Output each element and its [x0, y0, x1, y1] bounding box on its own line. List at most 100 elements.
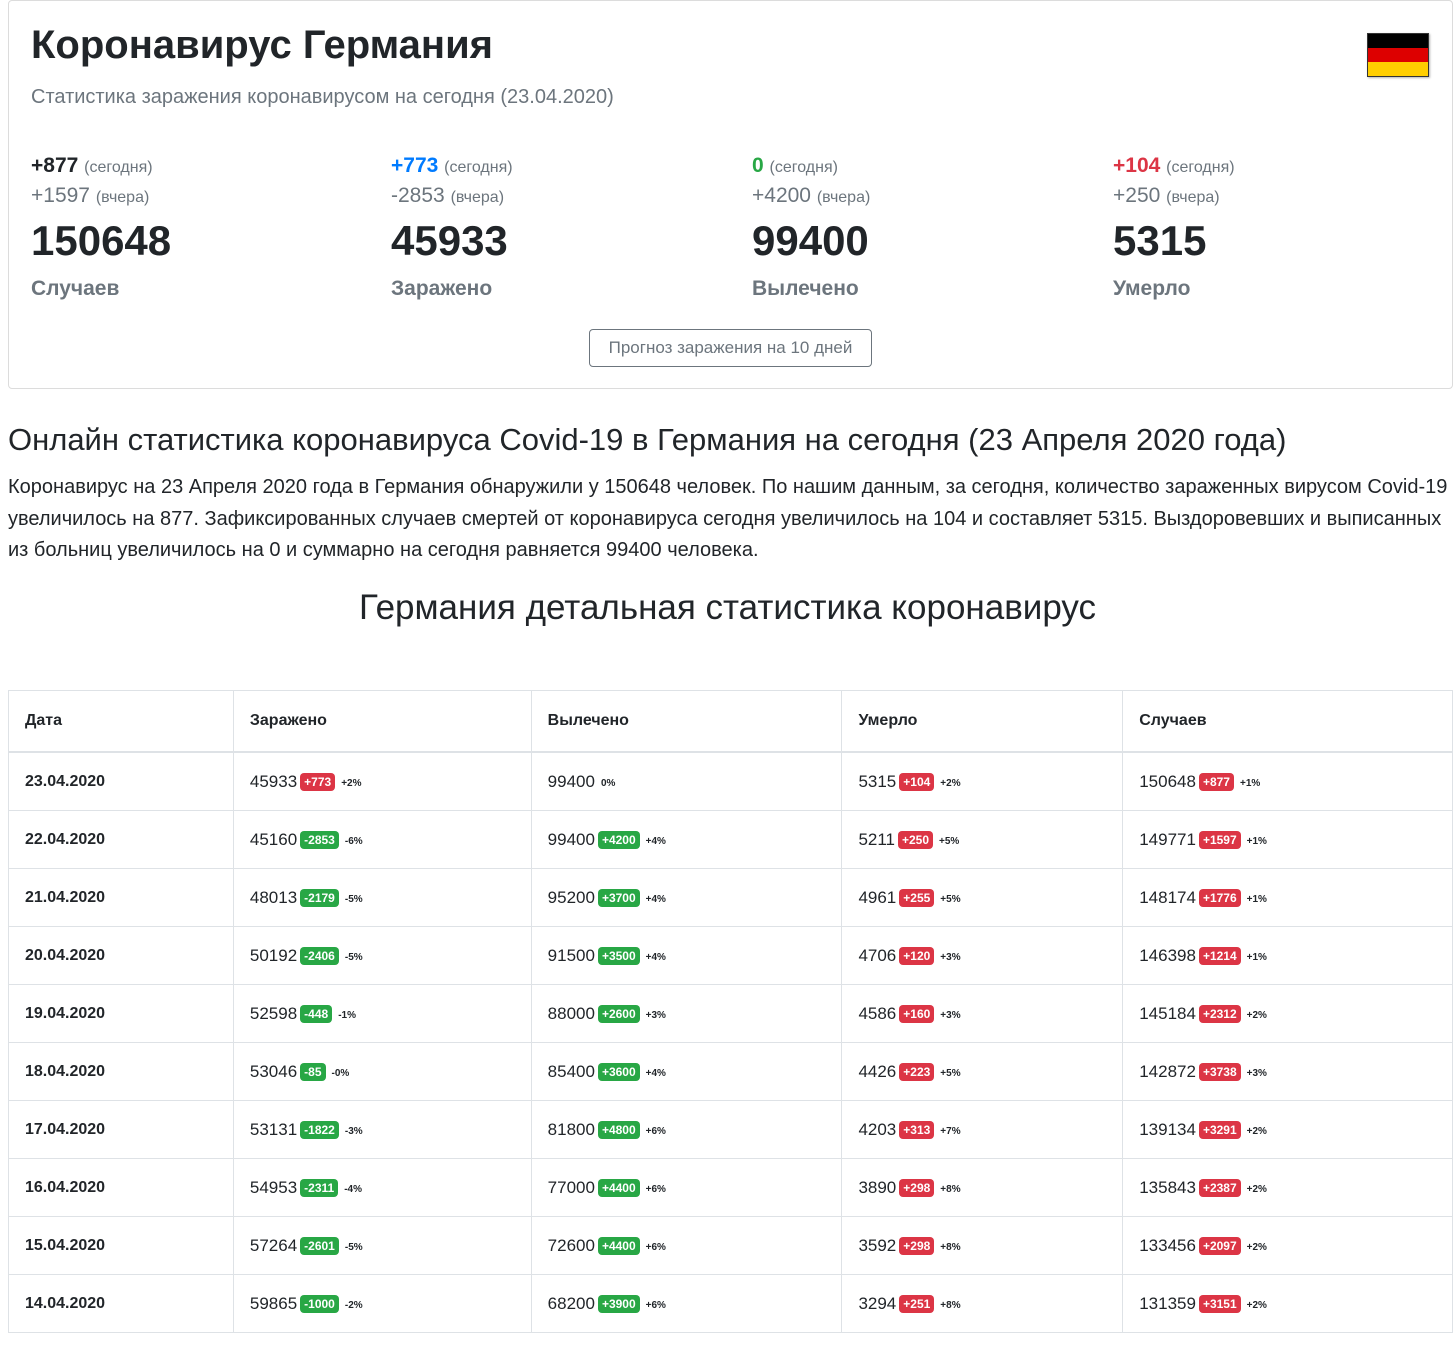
- stat-yesterday-label: (вчера): [95, 189, 150, 206]
- stat-label: Заражено: [391, 277, 493, 300]
- deaths-percent: +5%: [939, 835, 960, 847]
- cases-value: 133456: [1139, 1235, 1196, 1255]
- cases-delta-badge: +2097: [1198, 1236, 1241, 1255]
- infected-percent: -1%: [338, 1009, 356, 1021]
- recovered-percent: 0%: [600, 777, 616, 789]
- cell-recovered: 77000 +4400 +6%: [530, 1158, 843, 1217]
- cases-delta-badge: +2312: [1198, 1004, 1241, 1023]
- column-header-cases[interactable]: Случаев: [1122, 690, 1453, 753]
- recovered-percent: +6%: [645, 1241, 666, 1253]
- table-header-row: Дата Заражено Вылечено Умерло Случаев: [8, 690, 1453, 753]
- infected-delta-badge: -2311: [300, 1178, 339, 1197]
- infected-delta-badge: -448: [300, 1004, 333, 1023]
- deaths-percent: +7%: [940, 1125, 961, 1137]
- infected-percent: -0%: [331, 1067, 350, 1079]
- recovered-delta-badge: +3900: [597, 1294, 640, 1313]
- infected-percent: -2%: [344, 1299, 363, 1311]
- infected-value: 52598: [249, 1003, 298, 1023]
- infected-value: 45933: [249, 771, 298, 791]
- column-header-infected[interactable]: Заражено: [232, 690, 532, 753]
- cell-date: 20.04.2020: [8, 926, 234, 985]
- stat-yesterday: +4200 (вчера): [752, 181, 1092, 211]
- cases-value: 149771: [1139, 829, 1196, 849]
- cases-percent: +1%: [1246, 893, 1267, 905]
- stat-recovered: 0 (сегодня) +4200 (вчера) 99400 Вылечено: [752, 151, 1092, 301]
- cases-delta-badge: +877: [1198, 772, 1234, 791]
- cell-date: 22.04.2020: [8, 810, 234, 869]
- table-row: 14.04.2020 59865 -1000 -2% 68200 +3900 +6% 3294…: [8, 1274, 1453, 1333]
- table-row: 18.04.2020 53046 -85 -0% 85400 +3600 +4% 4426 +2…: [8, 1042, 1453, 1101]
- infected-percent: -5%: [344, 893, 363, 905]
- recovered-delta-badge: +3700: [597, 888, 640, 907]
- column-header-date[interactable]: Дата: [8, 690, 234, 753]
- cell-cases: 145184 +2312 +2%: [1122, 984, 1453, 1043]
- cases-delta-badge: +3291: [1198, 1120, 1241, 1139]
- column-header-recovered[interactable]: Вылечено: [530, 690, 843, 753]
- infected-percent: -6%: [344, 835, 363, 847]
- cases-value: 148174: [1139, 887, 1196, 907]
- cases-percent: +1%: [1246, 835, 1267, 847]
- table-row: 19.04.2020 52598 -448 -1% 88000 +2600 +3% 4586 +…: [8, 984, 1453, 1043]
- cases-delta-badge: +1214: [1198, 946, 1241, 965]
- cell-deaths: 4203 +313 +7%: [841, 1100, 1124, 1159]
- cell-cases: 131359 +3151 +2%: [1122, 1274, 1453, 1333]
- cell-date: 15.04.2020: [8, 1216, 234, 1275]
- cell-recovered: 88000 +2600 +3%: [530, 984, 843, 1043]
- infected-delta-badge: -2179: [300, 888, 339, 907]
- cell-date: 18.04.2020: [8, 1042, 234, 1101]
- infected-value: 50192: [249, 945, 298, 965]
- cell-recovered: 99400 +4200 +4%: [530, 810, 843, 869]
- deaths-delta-badge: +160: [899, 1004, 935, 1023]
- cell-infected: 48013 -2179 -5%: [232, 868, 532, 927]
- cell-cases: 148174 +1776 +1%: [1122, 868, 1453, 927]
- deaths-value: 3890: [858, 1177, 897, 1197]
- deaths-value: 4706: [858, 945, 897, 965]
- cell-deaths: 3890 +298 +8%: [841, 1158, 1124, 1217]
- stat-yesterday: +250 (вчера): [1113, 181, 1453, 211]
- cell-date: 21.04.2020: [8, 868, 234, 927]
- infected-value: 45160: [249, 829, 298, 849]
- cases-percent: +2%: [1246, 1125, 1267, 1137]
- cell-date: 19.04.2020: [8, 984, 234, 1043]
- infected-value: 48013: [249, 887, 298, 907]
- stat-today-label: (сегодня): [444, 159, 513, 176]
- recovered-value: 77000: [547, 1177, 595, 1197]
- cell-infected: 52598 -448 -1%: [232, 984, 532, 1043]
- recovered-value: 95200: [547, 887, 595, 907]
- stat-yesterday: +1597 (вчера): [31, 181, 371, 211]
- recovered-value: 88000: [547, 1003, 595, 1023]
- cell-cases: 150648 +877 +1%: [1122, 751, 1453, 811]
- cases-percent: +3%: [1246, 1067, 1267, 1079]
- deaths-percent: +8%: [940, 1183, 961, 1195]
- recovered-percent: +4%: [645, 893, 666, 905]
- cell-deaths: 4961 +255 +5%: [841, 868, 1124, 927]
- table-row: 16.04.2020 54953 -2311 -4% 77000 +4400 +6% 3890…: [8, 1158, 1453, 1217]
- cases-percent: +1%: [1239, 777, 1261, 789]
- cell-cases: 139134 +3291 +2%: [1122, 1100, 1453, 1159]
- stat-total: 45933: [391, 217, 508, 264]
- cell-recovered: 72600 +4400 +6%: [530, 1216, 843, 1275]
- cases-value: 142872: [1139, 1061, 1196, 1081]
- forecast-button[interactable]: Прогноз заражения на 10 дней: [589, 329, 872, 367]
- deaths-delta-badge: +223: [899, 1062, 935, 1081]
- deaths-value: 3294: [858, 1293, 897, 1313]
- stat-cases: +877 (сегодня) +1597 (вчера) 150648 Случ…: [31, 151, 371, 301]
- stat-label: Вылечено: [752, 277, 859, 300]
- recovered-delta-badge: +4400: [597, 1236, 640, 1255]
- recovered-percent: +3%: [645, 1009, 666, 1021]
- cases-value: 131359: [1139, 1293, 1196, 1313]
- deaths-delta-badge: +298: [899, 1236, 935, 1255]
- cell-cases: 146398 +1214 +1%: [1122, 926, 1453, 985]
- recovered-delta-badge: +4400: [597, 1178, 640, 1197]
- table-row: 21.04.2020 48013 -2179 -5% 95200 +3700 +4% 4961…: [8, 868, 1453, 927]
- cell-recovered: 95200 +3700 +4%: [530, 868, 843, 927]
- column-header-deaths[interactable]: Умерло: [841, 690, 1124, 753]
- cell-infected: 45933 +773 +2%: [232, 751, 532, 811]
- cell-deaths: 5315 +104 +2%: [841, 751, 1124, 811]
- cell-recovered: 91500 +3500 +4%: [530, 926, 843, 985]
- stat-total: 150648: [31, 217, 172, 264]
- cases-percent: +2%: [1246, 1183, 1267, 1195]
- cases-delta-badge: +1597: [1198, 830, 1241, 849]
- table-row: 23.04.2020 45933 +773 +2% 99400 0% 5315 +104 +2%…: [8, 751, 1453, 811]
- infected-delta-badge: -1000: [300, 1294, 339, 1313]
